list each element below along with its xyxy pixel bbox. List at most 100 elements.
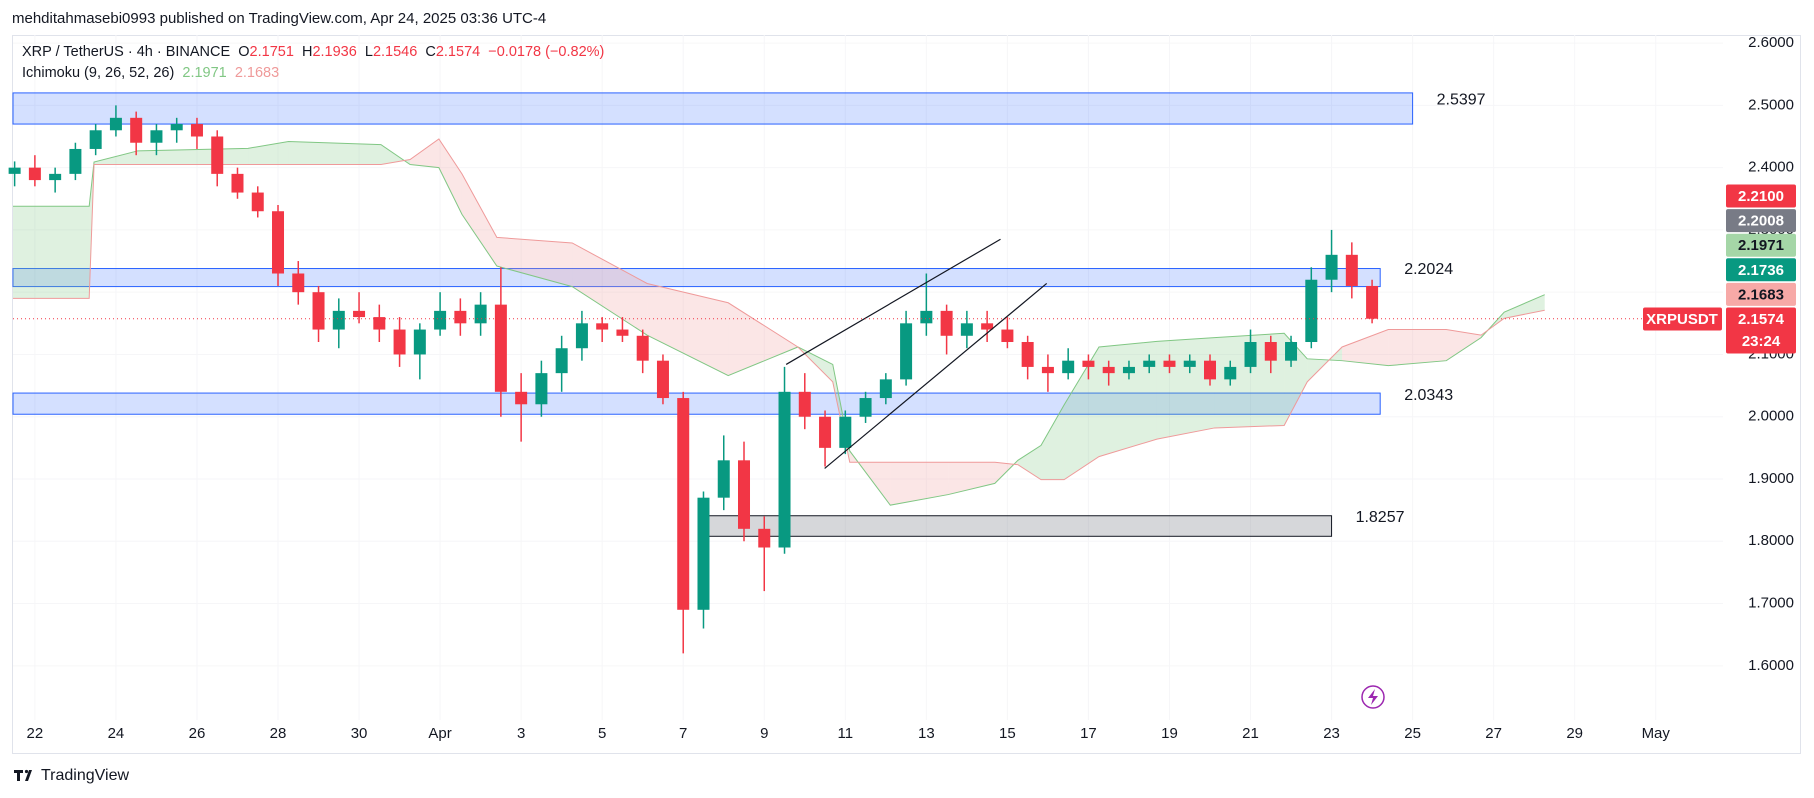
candle-body (170, 124, 183, 131)
indicator-legend: Ichimoku (9, 26, 52, 26) 2.1971 2.1683 (22, 65, 279, 81)
brand-logo (14, 769, 32, 781)
x-tick-label: Apr (428, 725, 451, 742)
candle-body (1122, 366, 1135, 374)
cloud-fill (1388, 329, 1447, 366)
candle-body (211, 136, 224, 174)
cloud-fill (728, 302, 798, 376)
x-tick-label: 30 (351, 725, 368, 742)
candle-body (636, 335, 649, 361)
zone-label: 2.5397 (1437, 92, 1486, 109)
publish-header: mehditahmasebi0993 published on TradingV… (12, 10, 547, 27)
candle-body (1204, 360, 1216, 380)
x-tick-label: 29 (1566, 725, 1583, 742)
candle-body (373, 317, 386, 330)
candle-body (1305, 279, 1318, 343)
price-tag-timer: 23:24 (1742, 333, 1781, 350)
x-tick-label: 11 (838, 725, 854, 742)
symbol-legend: XRP / TetherUS · 4h · BINANCE O2.1751 H2… (22, 44, 604, 60)
zone-label: 1.8257 (1356, 509, 1405, 526)
candle-body (738, 460, 751, 529)
x-tick-label: 22 (27, 725, 44, 742)
candle-body (879, 379, 892, 399)
price-tag-text: 2.2008 (1738, 213, 1784, 230)
candle-body (981, 323, 994, 330)
alert-icon[interactable] (1361, 685, 1385, 709)
price-tag-text: 2.1683 (1738, 286, 1784, 303)
y-tick-label: 1.8000 (1748, 532, 1794, 549)
ohlc-key: H (301, 44, 313, 60)
candle-body (859, 398, 872, 417)
candle-body (535, 373, 548, 405)
price-tag-text: 2.1971 (1738, 237, 1784, 254)
cloud-fill (647, 283, 729, 376)
candle-body (1102, 366, 1115, 374)
x-tick-label: 21 (1242, 725, 1259, 742)
candle-body (798, 391, 811, 417)
y-tick-label: 1.6000 (1748, 657, 1794, 674)
zone-label: 2.2024 (1404, 261, 1453, 278)
candle-body (1285, 342, 1298, 361)
ohlc-key: C (425, 44, 436, 60)
price-tag (1726, 258, 1796, 282)
x-tick-label: 26 (189, 725, 206, 742)
candle-body (1143, 360, 1156, 367)
indicator-value: 2.1683 (234, 65, 280, 81)
candle-body (900, 323, 913, 380)
price-tag (1726, 307, 1796, 354)
candle-body (292, 273, 305, 293)
ohlc-value: 2.1751 (249, 44, 294, 60)
candle-body (656, 360, 669, 399)
x-tick-label: 7 (679, 725, 687, 742)
candle-body (190, 124, 203, 137)
trend-line (785, 238, 1001, 365)
cloud-fill (1041, 404, 1065, 480)
x-tick-label: 24 (108, 725, 125, 742)
x-tick-label: 17 (1080, 725, 1097, 742)
candle-body (150, 130, 163, 143)
cloud-fill (1446, 329, 1482, 361)
x-tick-label: 28 (270, 725, 287, 742)
price-tag-text: 2.1574 (1738, 311, 1785, 328)
candle-body (413, 329, 426, 355)
candle-body (1021, 342, 1034, 367)
cloud-fill (1504, 294, 1545, 319)
candle-body (1062, 360, 1075, 374)
candle-body (515, 391, 528, 405)
candle-body (758, 528, 771, 548)
x-tick-label: 13 (918, 725, 935, 742)
y-tick-label: 1.7000 (1748, 595, 1794, 612)
cloud-fill (410, 138, 439, 168)
cloud-fill (890, 462, 949, 506)
candle-body (353, 310, 366, 318)
candle-body (1366, 285, 1379, 319)
y-tick-label: 2.5000 (1748, 96, 1794, 113)
price-tag (1726, 209, 1796, 233)
candle-body (109, 117, 122, 131)
candle-body (1041, 366, 1054, 374)
symbol-tag-text: XRPUSDT (1646, 311, 1718, 328)
candle-body (454, 310, 467, 324)
change: −0.0178 (−0.82%) (488, 44, 605, 60)
candle-body (555, 348, 568, 374)
x-tick-label: 15 (999, 725, 1016, 742)
candle-body (312, 292, 325, 330)
candle-body (839, 416, 852, 448)
candle-body (434, 310, 447, 330)
ohlc-key: L (364, 44, 373, 60)
y-tick-label: 1.9000 (1748, 470, 1794, 487)
cloud-fill (94, 150, 138, 165)
cloud-fill (496, 237, 573, 287)
trend-line (824, 283, 1048, 469)
cloud-fill (1098, 341, 1157, 457)
symbol: XRP / TetherUS · 4h · BINANCE (22, 44, 231, 60)
ohlc-value: 2.1574 (435, 44, 481, 60)
x-tick-label: 27 (1485, 725, 1502, 742)
candle-body (1001, 329, 1014, 343)
y-tick-label: 2.6000 (1748, 34, 1794, 51)
y-tick-label: 2.0000 (1748, 408, 1794, 425)
candle-body (920, 310, 933, 324)
indicator-name: Ichimoku (9, 26, 52, 26) (22, 65, 175, 81)
candle-body (1345, 254, 1358, 286)
